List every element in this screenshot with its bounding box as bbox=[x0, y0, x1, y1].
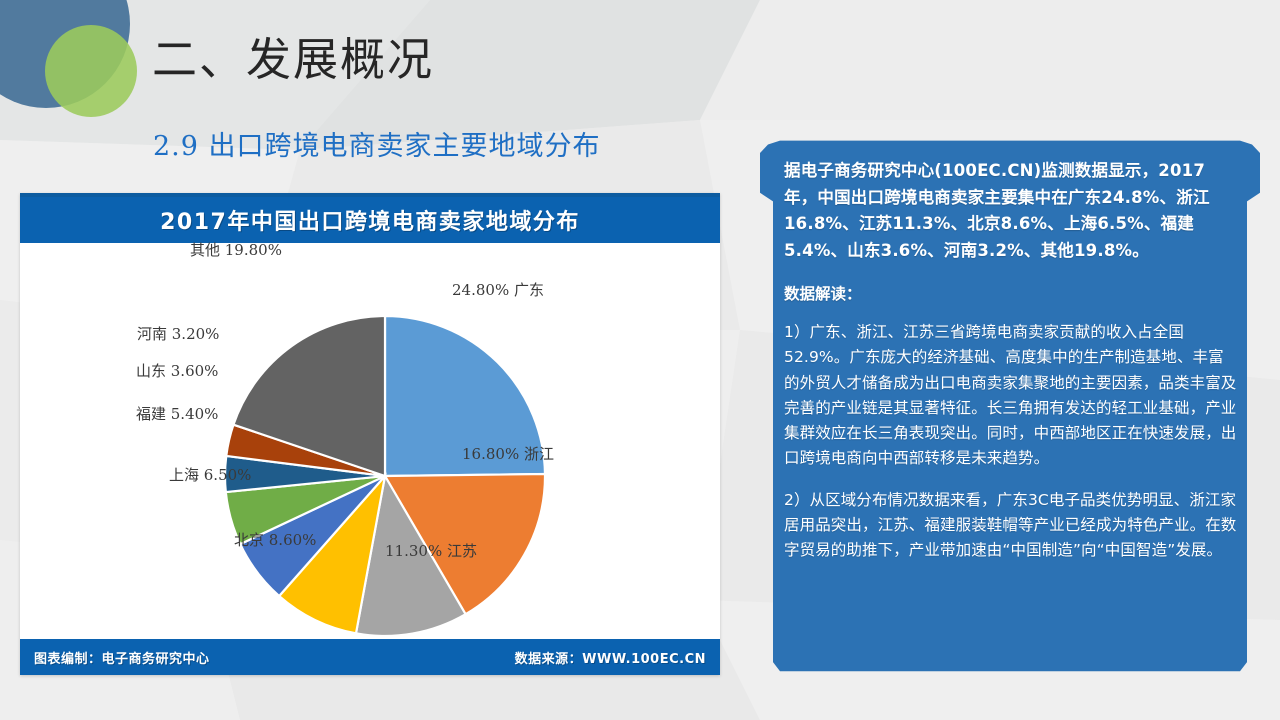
analysis-lead-paragraph: 据电子商务研究中心(100EC.CN)监测数据显示，2017年，中国出口跨境电商… bbox=[784, 161, 1210, 261]
pie-label-jiangsu: 11.30% 江苏 bbox=[385, 542, 477, 560]
pie-label-shanghai: 上海 6.50% bbox=[169, 466, 252, 484]
pie-label-beijing: 北京 8.60% bbox=[234, 531, 317, 549]
pie-label-henan: 河南 3.20% bbox=[137, 325, 220, 343]
decorative-circle-green bbox=[45, 25, 137, 117]
pie-slices bbox=[223, 314, 547, 638]
analysis-section-title: 数据解读： bbox=[784, 284, 862, 303]
chart-title: 2017年中国出口跨境电商卖家地域分布 bbox=[160, 210, 580, 235]
analysis-paragraph-1: 1）广东、浙江、江苏三省跨境电商卖家贡献的收入占全国52.9%。广东庞大的经济基… bbox=[784, 323, 1237, 468]
analysis-panel: 据电子商务研究中心(100EC.CN)监测数据显示，2017年，中国出口跨境电商… bbox=[760, 140, 1260, 672]
page-title: 二、发展概况 bbox=[152, 33, 435, 86]
chart-title-bar: 2017年中国出口跨境电商卖家地域分布 bbox=[20, 193, 720, 243]
pie-chart-svg bbox=[223, 314, 547, 638]
analysis-paragraph-2: 2）从区域分布情况数据来看，广东3C电子品类优势明显、浙江家居用品突出，江苏、福… bbox=[784, 490, 1237, 560]
chart-footer-bar: 图表编制：电子商务研究中心 数据来源：WWW.100EC.CN bbox=[20, 639, 720, 675]
chart-card: 2017年中国出口跨境电商卖家地域分布 24.80% 广东 16.80% 浙江 … bbox=[20, 193, 720, 675]
page-subtitle: 2.9 出口跨境电商卖家主要地域分布 bbox=[153, 131, 601, 162]
pie-label-fujian: 福建 5.40% bbox=[136, 405, 219, 423]
pie-slice-北京 bbox=[277, 472, 387, 635]
pie-chart: 24.80% 广东 16.80% 浙江 11.30% 江苏 北京 8.60% 上… bbox=[20, 241, 720, 639]
pie-label-guangdong: 24.80% 广东 bbox=[452, 281, 544, 299]
pie-slice-浙江 bbox=[383, 472, 547, 616]
pie-slice-其他 bbox=[232, 314, 387, 478]
analysis-panel-content: 据电子商务研究中心(100EC.CN)监测数据显示，2017年，中国出口跨境电商… bbox=[784, 158, 1238, 563]
pie-label-qita: 其他 19.80% bbox=[190, 241, 282, 259]
pie-slice-江苏 bbox=[354, 472, 468, 638]
chart-footer-source: 数据来源：WWW.100EC.CN bbox=[514, 651, 706, 667]
pie-slice-广东 bbox=[383, 314, 547, 478]
chart-footer-credit: 图表编制：电子商务研究中心 bbox=[34, 651, 210, 667]
pie-label-shandong: 山东 3.60% bbox=[136, 362, 219, 380]
pie-label-zhejiang: 16.80% 浙江 bbox=[462, 445, 554, 463]
